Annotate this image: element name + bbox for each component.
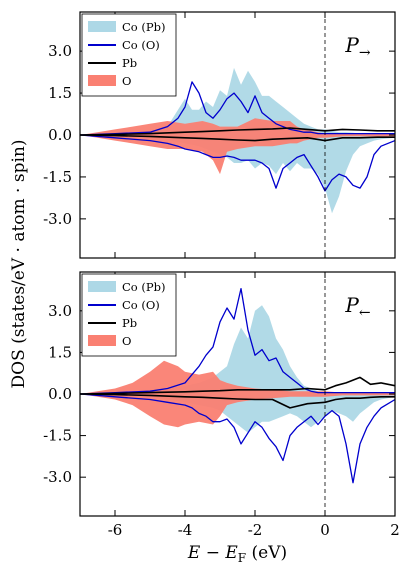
legend: Co (Pb) Co (O) Pb O bbox=[81, 273, 177, 357]
series-pb-up bbox=[80, 127, 395, 136]
series-pb-down bbox=[80, 393, 395, 409]
series-o-up bbox=[80, 360, 395, 394]
y-tick-label: 1.5 bbox=[48, 84, 72, 102]
legend-label: Co (O) bbox=[122, 298, 160, 312]
panel-label: P→ bbox=[344, 33, 370, 61]
series-co-o-up bbox=[80, 287, 395, 395]
y-tick-label: 3.0 bbox=[48, 42, 72, 60]
legend: Co (Pb) Co (O) Pb O bbox=[81, 13, 177, 97]
x-tick-label: -4 bbox=[178, 521, 193, 539]
legend-label: O bbox=[122, 334, 131, 348]
legend-swatch bbox=[88, 281, 116, 292]
y-tick-label: 1.5 bbox=[48, 343, 72, 361]
series-o-down bbox=[80, 135, 395, 175]
panel-1: -3.0 -1.5 0.0 1.5 3.0 Co (Pb) Co (O) Pb O P→ bbox=[43, 11, 396, 259]
legend-label: Co (Pb) bbox=[122, 20, 165, 34]
series-o-down bbox=[80, 394, 395, 428]
y-tick-label: -3.0 bbox=[43, 468, 72, 486]
y-axis-label: DOS (states/eV · atom · spin) bbox=[9, 140, 29, 389]
legend-swatch bbox=[88, 21, 116, 32]
legend-label: Co (O) bbox=[122, 38, 160, 52]
panel-2: -3.0 -1.5 0.0 1.5 3.0 -6 -4 -2 0 2 Co (Pb) Co (O) Pb… bbox=[43, 271, 400, 539]
x-tick-label: 2 bbox=[390, 521, 400, 539]
panel-label-arrow: → bbox=[359, 45, 371, 61]
y-tick-label: 0.0 bbox=[48, 126, 72, 144]
series-co-o-down bbox=[80, 134, 395, 192]
legend-label: Pb bbox=[122, 56, 137, 70]
series-pb-up bbox=[80, 376, 395, 395]
series-co-pb-down bbox=[80, 135, 395, 214]
panel-label-arrow: ← bbox=[359, 305, 371, 321]
plot-area bbox=[80, 67, 395, 214]
legend-swatch bbox=[88, 75, 116, 86]
x-tick-label: 0 bbox=[320, 521, 330, 539]
legend-label: O bbox=[122, 74, 131, 88]
legend-swatch bbox=[88, 335, 116, 346]
x-tick-label: -2 bbox=[248, 521, 263, 539]
series-co-o-down bbox=[80, 393, 395, 484]
panel-label: P← bbox=[344, 293, 370, 321]
series-o-up bbox=[80, 118, 395, 135]
series-co-o-up bbox=[80, 81, 395, 136]
y-tick-label: 0.0 bbox=[48, 385, 72, 403]
y-tick-label: -1.5 bbox=[43, 168, 72, 186]
series-co-pb-up bbox=[80, 67, 395, 135]
series-pb-down bbox=[80, 134, 395, 142]
legend-label: Co (Pb) bbox=[122, 280, 165, 294]
plot-area bbox=[80, 287, 395, 484]
legend-label: Pb bbox=[122, 316, 137, 330]
y-tick-label: -1.5 bbox=[43, 427, 72, 445]
y-tick-label: -3.0 bbox=[43, 210, 72, 228]
x-axis-label: E − EF (eV) bbox=[187, 543, 287, 565]
x-tick-label: -6 bbox=[108, 521, 123, 539]
series-co-pb-up bbox=[80, 305, 395, 394]
y-tick-label: 3.0 bbox=[48, 302, 72, 320]
